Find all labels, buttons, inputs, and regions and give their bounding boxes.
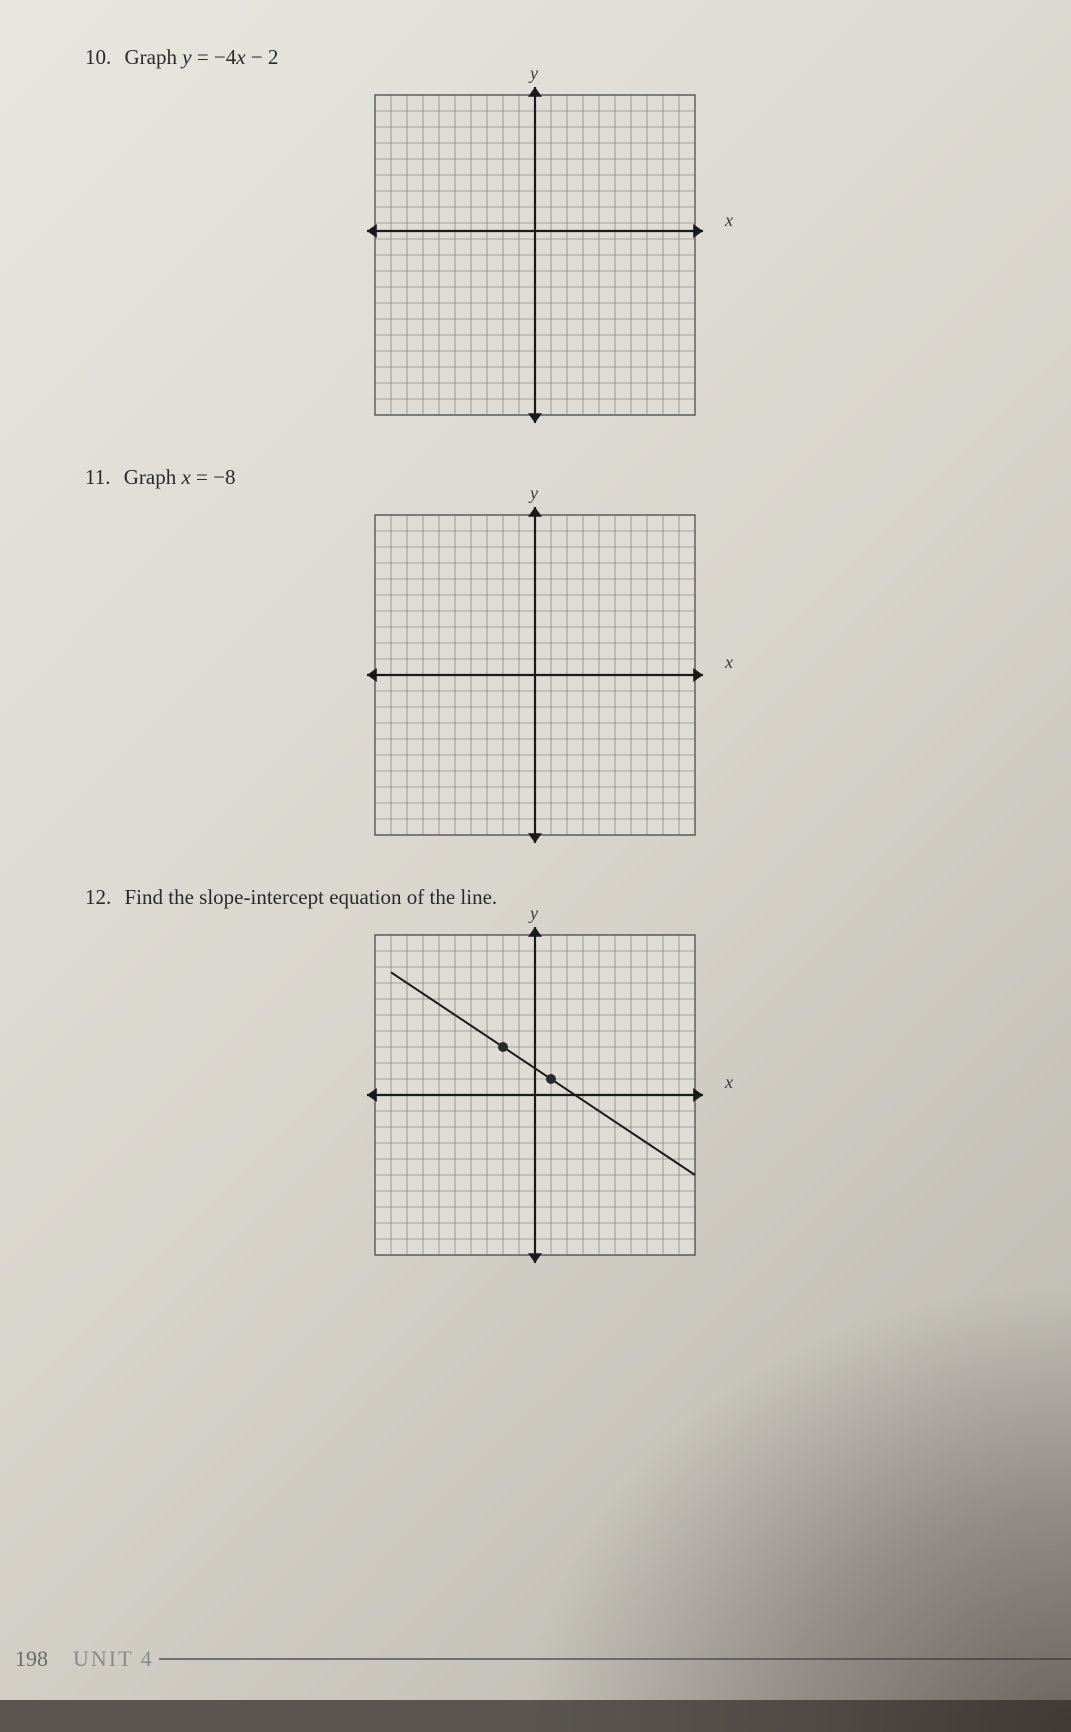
graph-11-x-label: x (725, 652, 733, 673)
problem-12-text: 12. Find the slope-intercept equation of… (85, 885, 1071, 910)
page-footer: 198 UNIT 4 (0, 1646, 1071, 1672)
page-number: 198 (15, 1646, 48, 1672)
footer-line (159, 1658, 1071, 1660)
graph-11 (365, 505, 720, 845)
graph-11-y-label: y (530, 483, 538, 504)
graph-12 (365, 925, 720, 1265)
problem-12: 12. Find the slope-intercept equation of… (85, 885, 1071, 1265)
problem-11-number: 11. (85, 465, 110, 489)
problem-11: 11. Graph x = −8 y x (85, 465, 1071, 845)
graph-10 (365, 85, 720, 425)
problem-12-prefix: Find the slope-intercept equation of the… (125, 885, 498, 909)
problem-10-rhs: −4x − 2 (214, 45, 279, 69)
problem-11-text: 11. Graph x = −8 (85, 465, 1071, 490)
problem-11-prefix: Graph (124, 465, 182, 489)
problem-12-number: 12. (85, 885, 111, 909)
problem-11-lhs: x (181, 465, 190, 489)
graph-10-x-label: x (725, 210, 733, 231)
problem-10-lhs: y (182, 45, 191, 69)
problem-10: 10. Graph y = −4x − 2 y x (85, 45, 1071, 425)
graph-11-container: y x (365, 505, 1071, 845)
problem-11-rhs: −8 (213, 465, 235, 489)
problem-10-text: 10. Graph y = −4x − 2 (85, 45, 1071, 70)
problem-10-number: 10. (85, 45, 111, 69)
problem-11-mid: = (196, 465, 213, 489)
unit-label: UNIT 4 (73, 1646, 154, 1672)
graph-12-y-label: y (530, 903, 538, 924)
problem-10-prefix: Graph (125, 45, 183, 69)
graph-12-x-label: x (725, 1072, 733, 1093)
graph-12-container: y x (365, 925, 1071, 1265)
bottom-strip (0, 1700, 1071, 1732)
problem-10-mid: = (197, 45, 214, 69)
graph-10-y-label: y (530, 63, 538, 84)
graph-10-container: y x (365, 85, 1071, 425)
